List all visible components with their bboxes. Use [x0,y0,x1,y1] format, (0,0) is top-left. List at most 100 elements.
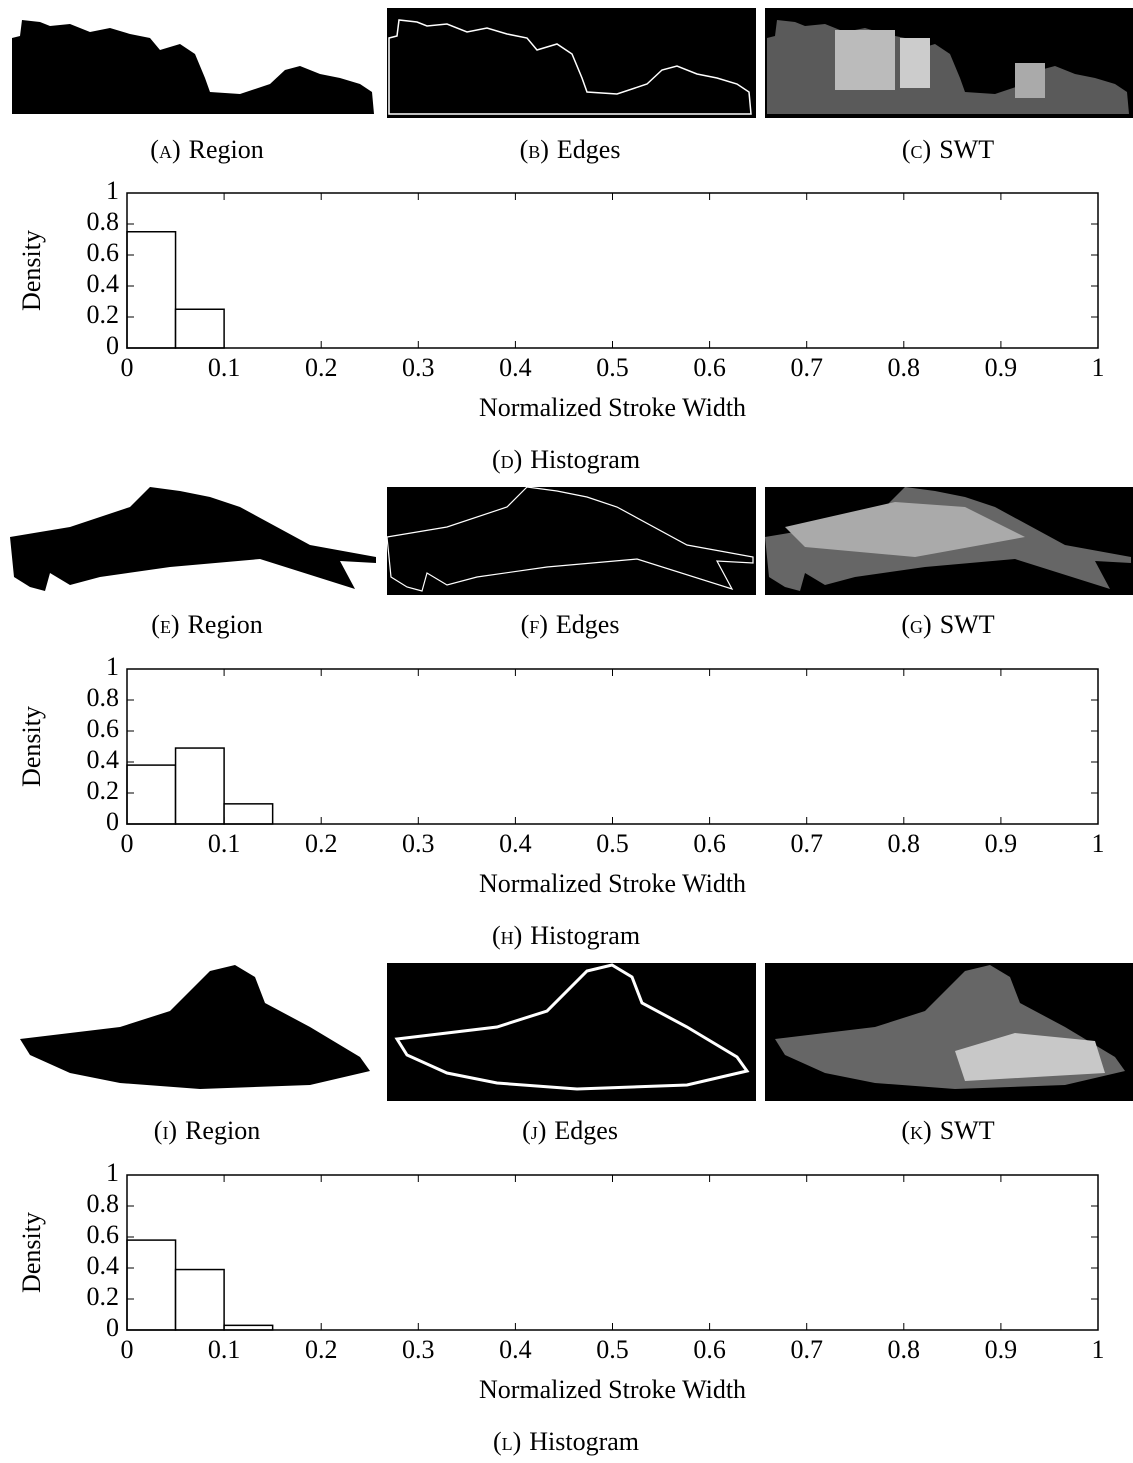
x-tick-label: 0.1 [208,829,241,858]
y-tick-label: 1 [106,176,119,205]
x-tick-label: 0.4 [499,829,532,858]
x-tick-label: 0.2 [305,353,338,382]
y-tick-label: 0 [106,1313,119,1342]
x-tick-label: 0 [121,1335,134,1364]
caption-text: Region [189,135,264,164]
x-tick-label: 0.3 [402,829,435,858]
swt-image [765,487,1133,595]
caption: (i)Region [154,1116,260,1145]
x-tick-label: 0.9 [985,829,1018,858]
caption-text: Edges [557,135,621,164]
x-tick-label: 0.5 [596,829,629,858]
caption: (a) Region [150,135,263,164]
y-tick-label: 0.6 [87,1220,120,1249]
x-tick-label: 0.9 [985,1335,1018,1364]
caption-text: Histogram [530,445,640,474]
bar [224,804,273,824]
y-tick-label: 0.6 [87,238,120,267]
x-tick-label: 1 [1092,829,1105,858]
x-tick-label: 0.9 [985,353,1018,382]
swt-image [765,963,1133,1101]
x-tick-label: 0.6 [693,353,726,382]
caption-label: (j) [522,1116,546,1145]
caption: (c)SWT [902,135,994,164]
y-tick-label: 0 [106,331,119,360]
swt-image [765,8,1133,118]
caption-label: (a) [150,135,180,164]
caption-text: Edges [556,610,620,639]
y-tick-label: 0.4 [87,745,120,774]
y-tick-label: 0.2 [87,300,120,329]
y-tick-label: 0.8 [87,1189,120,1218]
x-axis-label: Normalized Stroke Width [479,869,746,898]
x-tick-label: 0 [121,829,134,858]
x-tick-label: 0.8 [888,353,921,382]
y-tick-label: 0.8 [87,683,120,712]
x-tick-label: 0.1 [208,1335,241,1364]
caption-label: (c) [902,135,931,164]
x-tick-label: 0.3 [402,1335,435,1364]
x-tick-label: 0.2 [305,829,338,858]
caption-label: (b) [520,135,549,164]
caption-text: SWT [940,1116,995,1145]
edges-image [387,963,756,1101]
plot-frame [127,193,1098,348]
y-tick-label: 0 [106,807,119,836]
y-tick-label: 0.4 [87,1251,120,1280]
x-tick-label: 0.5 [596,353,629,382]
caption-text: SWT [940,610,995,639]
x-tick-label: 1 [1092,1335,1105,1364]
caption-label: (k) [901,1116,931,1145]
region-image [10,963,378,1101]
x-tick-label: 0.8 [888,829,921,858]
x-tick-label: 0.3 [402,353,435,382]
plot-frame [127,1175,1098,1330]
x-tick-label: 0 [121,353,134,382]
x-axis-label: Normalized Stroke Width [479,1375,746,1404]
caption-text: Region [185,1116,260,1145]
caption: (g) SWT [901,610,994,639]
caption: (f) Edges [521,610,620,639]
edges-image [387,8,756,118]
caption-text: Histogram [530,921,640,950]
x-tick-label: 1 [1092,353,1105,382]
y-axis-label: Density [17,230,46,311]
caption-label: (l) [493,1427,521,1456]
y-tick-label: 1 [106,1158,119,1187]
edges-image [387,487,756,595]
caption-label: (g) [901,610,931,639]
y-axis-label: Density [17,706,46,787]
x-tick-label: 0.8 [888,1335,921,1364]
y-tick-label: 0.4 [87,269,120,298]
plot-frame [127,669,1098,824]
bar [176,748,225,824]
caption: (e)Region [151,610,262,639]
y-tick-label: 0.2 [87,1282,120,1311]
bar [127,1240,176,1330]
x-tick-label: 0.6 [693,829,726,858]
x-tick-label: 0.1 [208,353,241,382]
caption-text: Histogram [529,1427,639,1456]
caption: (l) Histogram [493,1427,639,1456]
x-tick-label: 0.7 [790,829,823,858]
caption-label: (e) [151,610,179,639]
y-tick-label: 1 [106,652,119,681]
x-tick-label: 0.6 [693,1335,726,1364]
x-tick-label: 0.7 [790,353,823,382]
caption-label: (h) [492,921,522,950]
y-axis-label: Density [17,1212,46,1293]
caption-label: (d) [492,445,522,474]
bar [127,232,176,348]
x-tick-label: 0.2 [305,1335,338,1364]
caption: (b) Edges [520,135,621,164]
caption-label: (f) [521,610,548,639]
caption: (h) Histogram [492,921,640,950]
bar [176,309,225,348]
y-tick-label: 0.8 [87,207,120,236]
bar [127,765,176,824]
caption-text: Edges [554,1116,618,1145]
caption: (j) Edges [522,1116,618,1145]
figure: (a)Region(b)Edges(c)SWT(e)Region(f)Edges… [0,0,1133,1463]
x-tick-label: 0.7 [790,1335,823,1364]
caption: (d) Histogram [492,445,640,474]
